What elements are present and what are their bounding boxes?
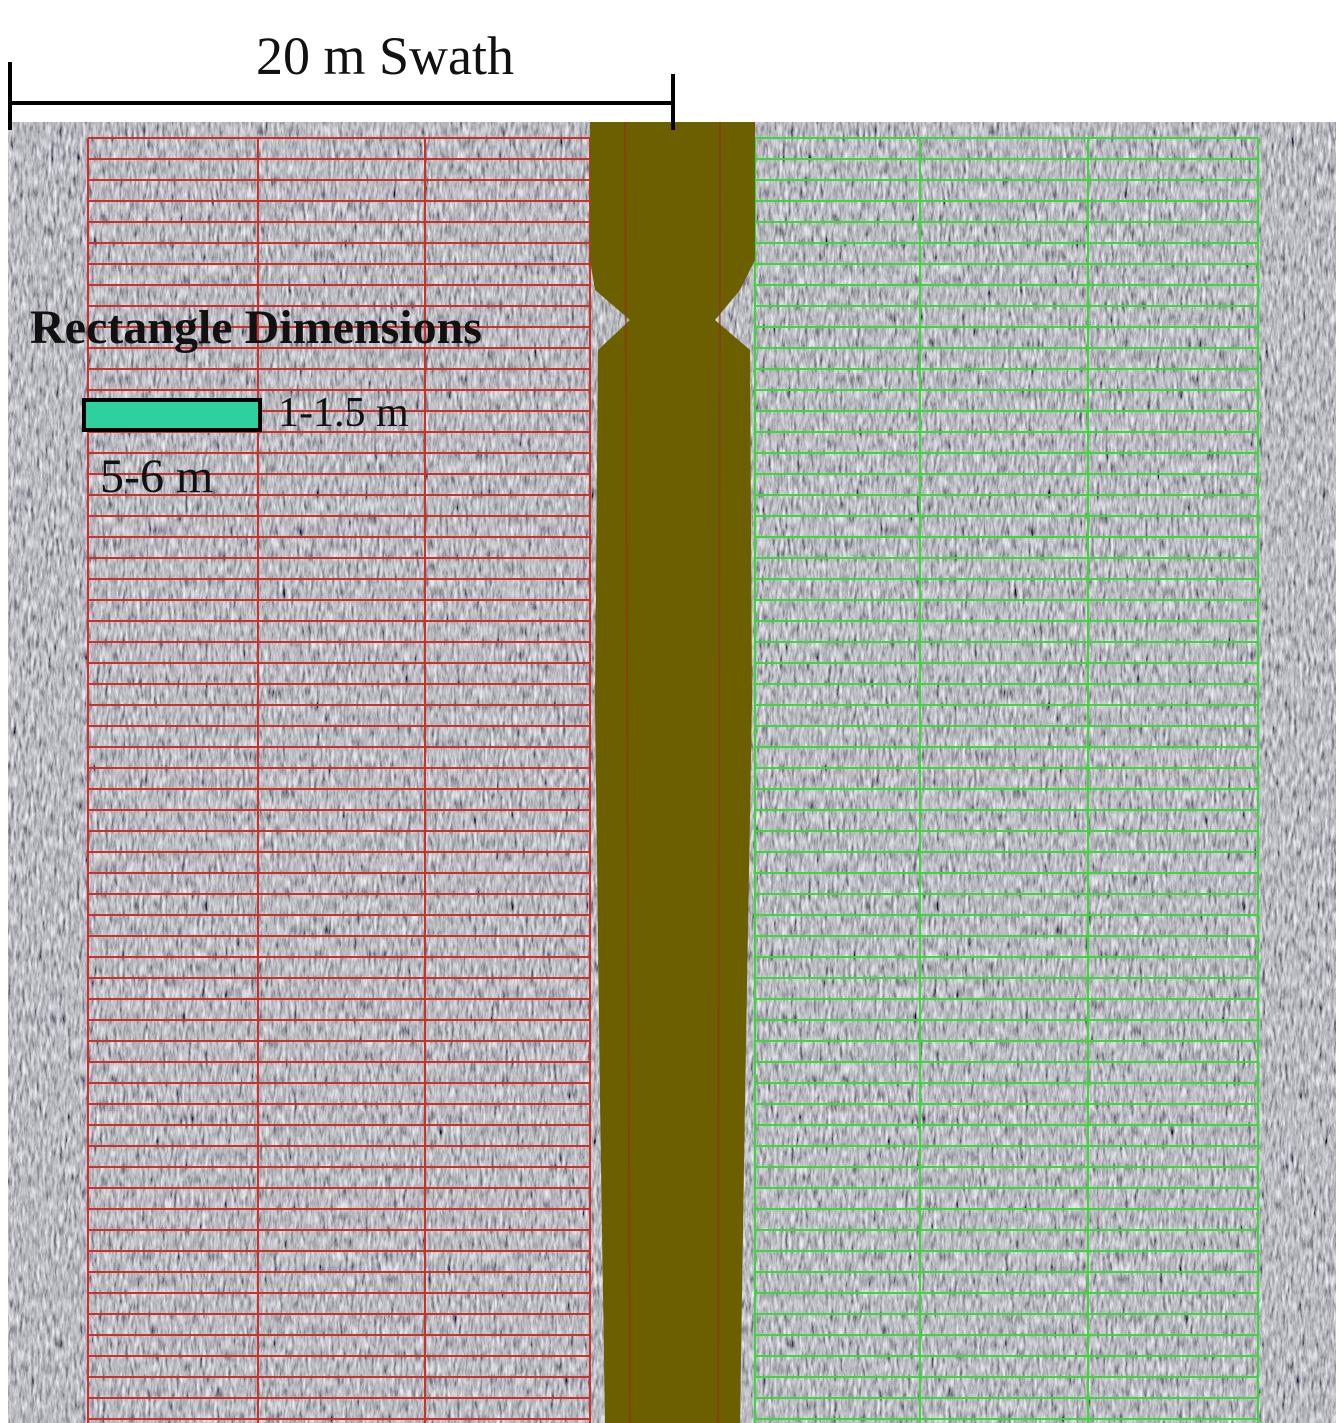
legend-length: 5-6 m <box>100 450 213 503</box>
legend-width: 1-1.5 m <box>278 390 409 436</box>
nadir-band <box>590 122 755 1423</box>
legend-rectangle <box>82 398 262 432</box>
grid-overlays <box>87 137 1259 1423</box>
nadir-line <box>624 121 631 1423</box>
legend-title: Rectangle Dimensions <box>30 301 482 354</box>
scale-label: 20 m Swath <box>256 26 514 86</box>
nadir-line <box>717 121 721 1423</box>
